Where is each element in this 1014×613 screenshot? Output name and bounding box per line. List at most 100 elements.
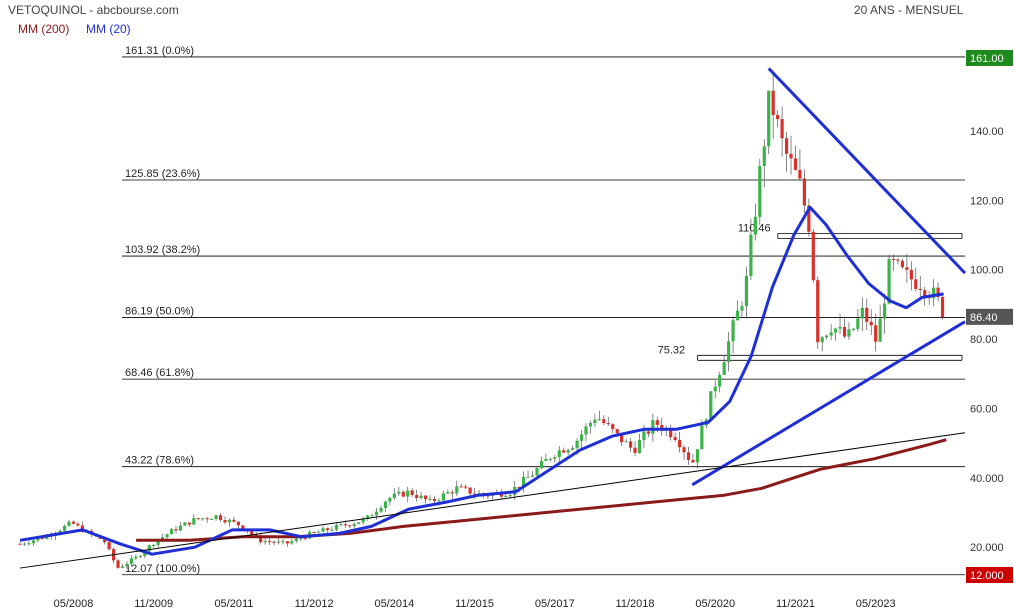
- candle-body: [27, 543, 31, 545]
- candle-body: [811, 231, 815, 281]
- candle-body: [896, 259, 900, 261]
- mm20-line: [19, 205, 944, 556]
- candle-body: [571, 448, 575, 450]
- x-tick-label: 05/2008: [54, 598, 94, 610]
- candle-body: [152, 544, 156, 546]
- candle-body: [802, 178, 806, 206]
- fib-label: 12.07 (100.0%): [125, 563, 200, 575]
- x-tick-label: 11/2012: [295, 598, 334, 610]
- candle-body: [784, 138, 789, 154]
- candle-body: [865, 307, 869, 322]
- candle-body: [905, 267, 909, 270]
- candle-body: [914, 279, 918, 289]
- candle-body: [776, 114, 780, 120]
- candle-body: [486, 495, 490, 497]
- candle-body: [406, 490, 410, 497]
- candle-body: [522, 477, 526, 488]
- candle-body: [735, 310, 740, 321]
- chart-period: 20 ANS - MENSUEL: [854, 3, 964, 17]
- candle-body: [156, 540, 160, 545]
- candle-body: [655, 420, 659, 425]
- y-tick-label: 60.00: [970, 403, 998, 415]
- x-tick-label: 11/2015: [455, 598, 494, 610]
- x-tick-label: 11/2021: [776, 598, 815, 610]
- candle-body: [370, 515, 374, 517]
- candle-body: [276, 541, 281, 543]
- candle-body: [615, 429, 619, 434]
- candle-body: [584, 426, 588, 435]
- candle-body: [107, 542, 111, 550]
- candle-body: [673, 437, 677, 440]
- candle-body: [343, 524, 347, 526]
- candle-body: [174, 529, 178, 531]
- candle-body: [762, 146, 766, 167]
- candle-body: [883, 303, 887, 319]
- candle-body: [468, 487, 472, 494]
- candle-body: [125, 563, 129, 567]
- y-tick-label: 20.000: [970, 542, 1004, 554]
- candle-body: [143, 551, 147, 556]
- trendline-upper: [767, 67, 967, 275]
- candle-body: [593, 419, 597, 423]
- candle-body: [566, 449, 570, 453]
- candle-body: [838, 326, 842, 329]
- badge-high-bg: [966, 50, 1013, 66]
- candle-body: [214, 515, 218, 519]
- candle-body: [606, 423, 610, 425]
- candle-body: [780, 119, 784, 139]
- candle-body: [250, 531, 254, 535]
- candle-body: [530, 475, 535, 477]
- candle-body: [847, 329, 851, 337]
- badge-low: 12.000: [970, 570, 1004, 582]
- candle-body: [669, 428, 673, 438]
- candle-body: [366, 515, 370, 519]
- x-tick-label: 11/2009: [134, 598, 173, 610]
- candle-body: [218, 515, 223, 521]
- candle-body: [187, 522, 191, 525]
- candle-body: [651, 420, 655, 434]
- candle-body: [161, 537, 165, 541]
- candle-body: [940, 296, 945, 317]
- candle-body: [147, 545, 151, 552]
- candle-body: [205, 518, 209, 520]
- candle-body: [223, 520, 227, 523]
- candle-body: [936, 287, 940, 297]
- candle-body: [932, 287, 936, 299]
- candle-body: [829, 332, 833, 336]
- candle-body: [526, 476, 530, 478]
- candle-body: [312, 532, 316, 534]
- candle-body: [771, 90, 775, 115]
- candle-body: [611, 424, 615, 430]
- candle-body: [588, 422, 593, 427]
- candle-body: [642, 431, 646, 441]
- legend-mm200: MM (200): [18, 22, 70, 36]
- candle-body: [909, 269, 913, 280]
- candle-body: [241, 525, 245, 529]
- legend-mm20: MM (20): [86, 22, 131, 36]
- candle-body: [918, 288, 922, 291]
- fib-label: 86.19 (50.0%): [125, 306, 194, 318]
- fib-label: 161.31 (0.0%): [125, 45, 194, 57]
- candle-body: [330, 529, 334, 531]
- candle-body: [517, 486, 521, 488]
- candle-body: [183, 522, 187, 526]
- candle-body: [923, 290, 927, 296]
- candle-body: [290, 541, 294, 544]
- level-label: 75.32: [658, 344, 686, 356]
- candle-body: [602, 419, 606, 424]
- candle-body: [816, 280, 820, 343]
- candle-body: [504, 496, 508, 498]
- candle-body: [379, 508, 383, 512]
- candle-body: [553, 457, 557, 459]
- candle-body: [267, 541, 272, 543]
- candle-body: [432, 498, 437, 502]
- y-tick-label: 120.00: [970, 195, 1004, 207]
- candle-body: [753, 216, 757, 235]
- candle-body: [415, 495, 419, 499]
- x-tick-label: 05/2017: [535, 598, 575, 610]
- candle-body: [718, 374, 722, 387]
- candle-body: [874, 325, 878, 342]
- candle-body: [227, 519, 232, 523]
- candle-body: [71, 521, 76, 524]
- candle-body: [633, 447, 637, 453]
